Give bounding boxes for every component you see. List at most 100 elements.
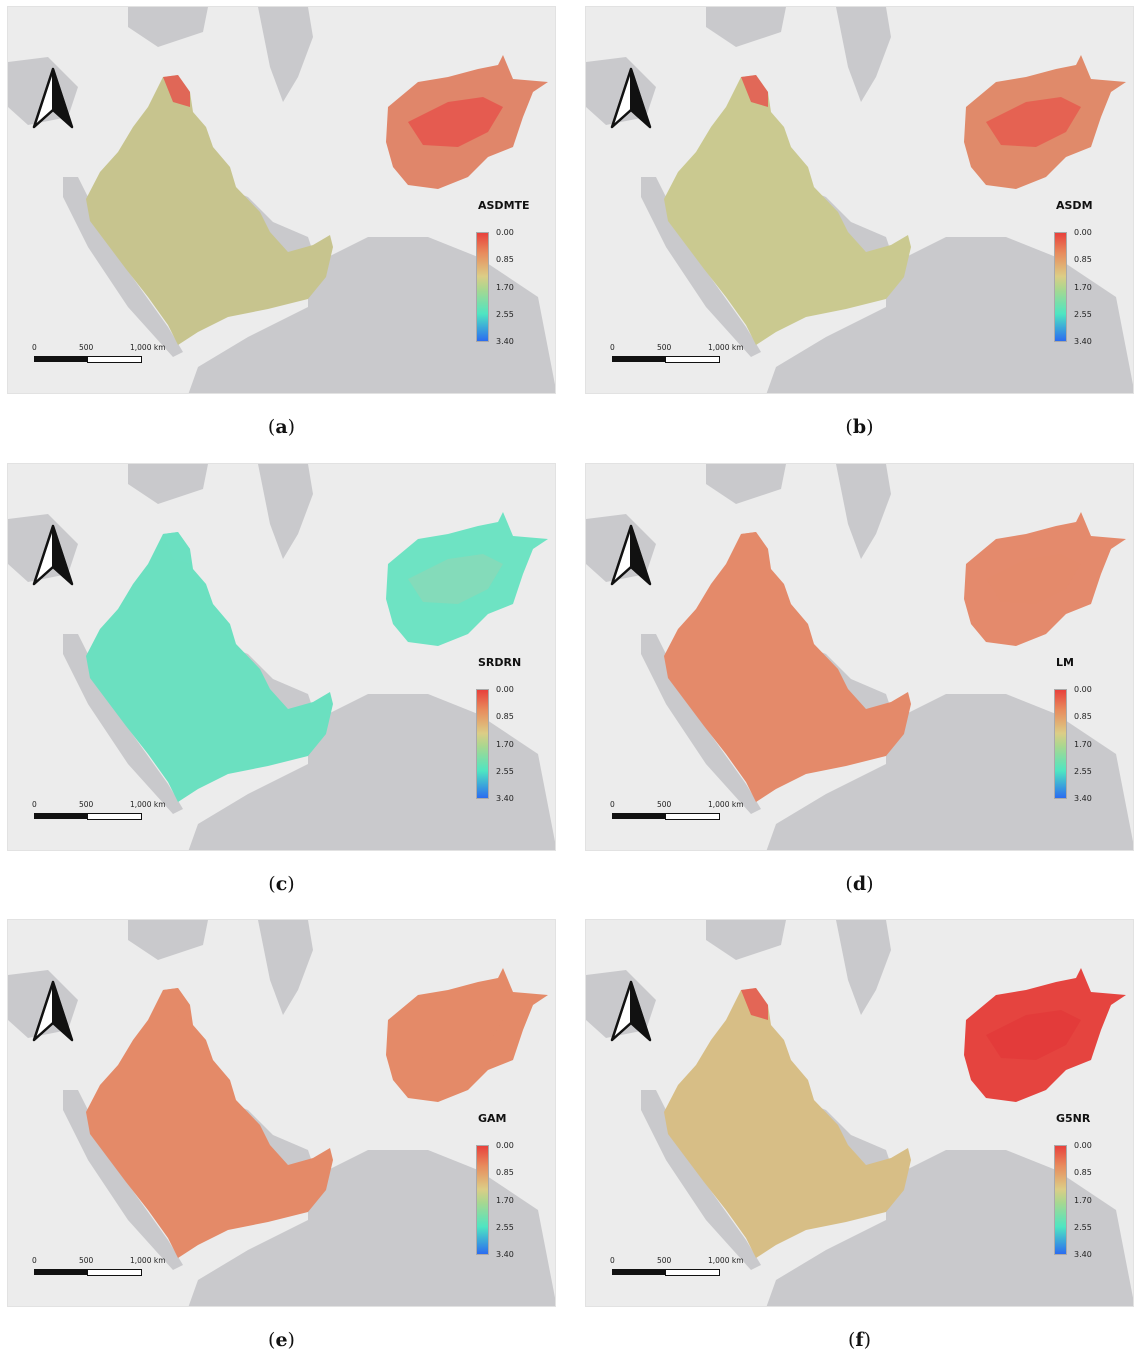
- legend-tick: 2.55: [496, 1223, 514, 1232]
- legend-tick: 3.40: [496, 794, 514, 803]
- afghanistan-core: [986, 554, 1081, 604]
- panel-caption: (e): [7, 1329, 556, 1351]
- caption-close: ): [287, 873, 295, 895]
- legend-tick: 1.70: [496, 1196, 514, 1205]
- black-sea: [128, 7, 208, 47]
- scale-label: 0: [610, 1256, 615, 1265]
- scale-bar: [612, 1269, 720, 1276]
- afghanistan-core: [408, 97, 503, 147]
- map-panel-a: ASDMTE 0.00 0.85 1.70 2.55 3.40 0 500 1,…: [7, 6, 556, 394]
- scale-label: 500: [79, 1256, 94, 1265]
- caption-letter: a: [275, 416, 288, 438]
- scale-bar: [34, 1269, 142, 1276]
- legend-tick: 0.00: [496, 228, 514, 237]
- scale-label: 0: [610, 343, 615, 352]
- scale-label: 1,000 km: [130, 800, 166, 809]
- color-ramp: [476, 232, 489, 342]
- caption-open: (: [845, 873, 853, 895]
- legend-tick: 2.55: [1074, 767, 1092, 776]
- color-ramp: [476, 1145, 489, 1255]
- color-ramp: [1054, 689, 1067, 799]
- legend-tick: 2.55: [496, 310, 514, 319]
- legend-tick: 0.00: [1074, 1141, 1092, 1150]
- caption-letter: b: [852, 416, 867, 438]
- legend-tick: 0.00: [1074, 228, 1092, 237]
- legend-title: LM: [1056, 656, 1074, 669]
- legend-tick: 0.85: [496, 255, 514, 264]
- map-panel-c: SRDRN 0.00 0.85 1.70 2.55 3.40 0 500 1,0…: [7, 463, 556, 851]
- basemap: [586, 920, 1133, 1306]
- legend-tick: 1.70: [496, 283, 514, 292]
- arabia-region: [664, 988, 911, 1258]
- legend-title: G5NR: [1056, 1112, 1091, 1125]
- afghanistan-core: [986, 97, 1081, 147]
- legend-tick: 1.70: [1074, 283, 1092, 292]
- scale-label: 0: [32, 800, 37, 809]
- caption-close: ): [863, 1329, 872, 1351]
- caption-open: (: [847, 1329, 856, 1351]
- caption-open: (: [268, 1329, 276, 1351]
- black-sea: [706, 464, 786, 504]
- color-ramp: [476, 689, 489, 799]
- north-arrow-icon: [32, 67, 74, 129]
- legend-tick: 3.40: [496, 337, 514, 346]
- arabian-sea: [766, 1150, 1133, 1306]
- legend-tick: 1.70: [496, 740, 514, 749]
- legend-title: GAM: [478, 1112, 507, 1125]
- caption-open: (: [268, 873, 276, 895]
- caption-close: ): [287, 416, 296, 438]
- scale-label: 500: [657, 800, 672, 809]
- legend-tick: 1.70: [1074, 1196, 1092, 1205]
- scale-bar: [34, 813, 142, 820]
- legend-tick: 3.40: [496, 1250, 514, 1259]
- caption-letter: e: [275, 1329, 288, 1351]
- north-arrow-icon: [32, 524, 74, 586]
- black-sea: [128, 464, 208, 504]
- basemap: [8, 464, 555, 850]
- arabian-sea: [188, 237, 555, 393]
- caption-letter: d: [852, 873, 867, 895]
- scale-label: 1,000 km: [708, 1256, 744, 1265]
- panel-caption: (a): [7, 416, 556, 438]
- arabian-sea: [188, 1150, 555, 1306]
- scale-label: 500: [79, 343, 94, 352]
- north-arrow-icon: [32, 980, 74, 1042]
- arabia-hot-north: [741, 532, 768, 564]
- caption-close: ): [866, 416, 874, 438]
- black-sea: [706, 920, 786, 960]
- caspian-sea: [258, 7, 313, 102]
- legend-tick: 0.00: [1074, 685, 1092, 694]
- basemap: [8, 7, 555, 393]
- arabia-region: [664, 75, 911, 345]
- arabian-sea: [188, 694, 555, 850]
- afghanistan-core: [986, 1010, 1081, 1060]
- scale-label: 0: [32, 1256, 37, 1265]
- arabian-sea: [766, 237, 1133, 393]
- legend-tick: 0.85: [496, 1168, 514, 1177]
- scale-label: 500: [657, 343, 672, 352]
- black-sea: [128, 920, 208, 960]
- scale-label: 0: [610, 800, 615, 809]
- legend-tick: 2.55: [1074, 1223, 1092, 1232]
- map-panel-d: LM 0.00 0.85 1.70 2.55 3.40 0 500 1,000 …: [585, 463, 1134, 851]
- map-panel-b: ASDM 0.00 0.85 1.70 2.55 3.40 0 500 1,00…: [585, 6, 1134, 394]
- scale-bar: [612, 813, 720, 820]
- legend-tick: 2.55: [496, 767, 514, 776]
- caspian-sea: [258, 464, 313, 559]
- arabia-region: [664, 532, 911, 802]
- legend-tick: 3.40: [1074, 337, 1092, 346]
- arabian-sea: [766, 694, 1133, 850]
- north-arrow-icon: [610, 67, 652, 129]
- map-panel-e: GAM 0.00 0.85 1.70 2.55 3.40 0 500 1,000…: [7, 919, 556, 1307]
- legend-tick: 0.85: [1074, 255, 1092, 264]
- caspian-sea: [836, 920, 891, 1015]
- color-ramp: [1054, 1145, 1067, 1255]
- legend-tick: 0.00: [496, 685, 514, 694]
- caption-close: ): [866, 873, 874, 895]
- caption-letter: f: [855, 1329, 864, 1351]
- scale-bar: [34, 356, 142, 363]
- caspian-sea: [836, 464, 891, 559]
- north-arrow-icon: [610, 980, 652, 1042]
- scale-label: 1,000 km: [130, 1256, 166, 1265]
- panel-caption: (b): [585, 416, 1134, 438]
